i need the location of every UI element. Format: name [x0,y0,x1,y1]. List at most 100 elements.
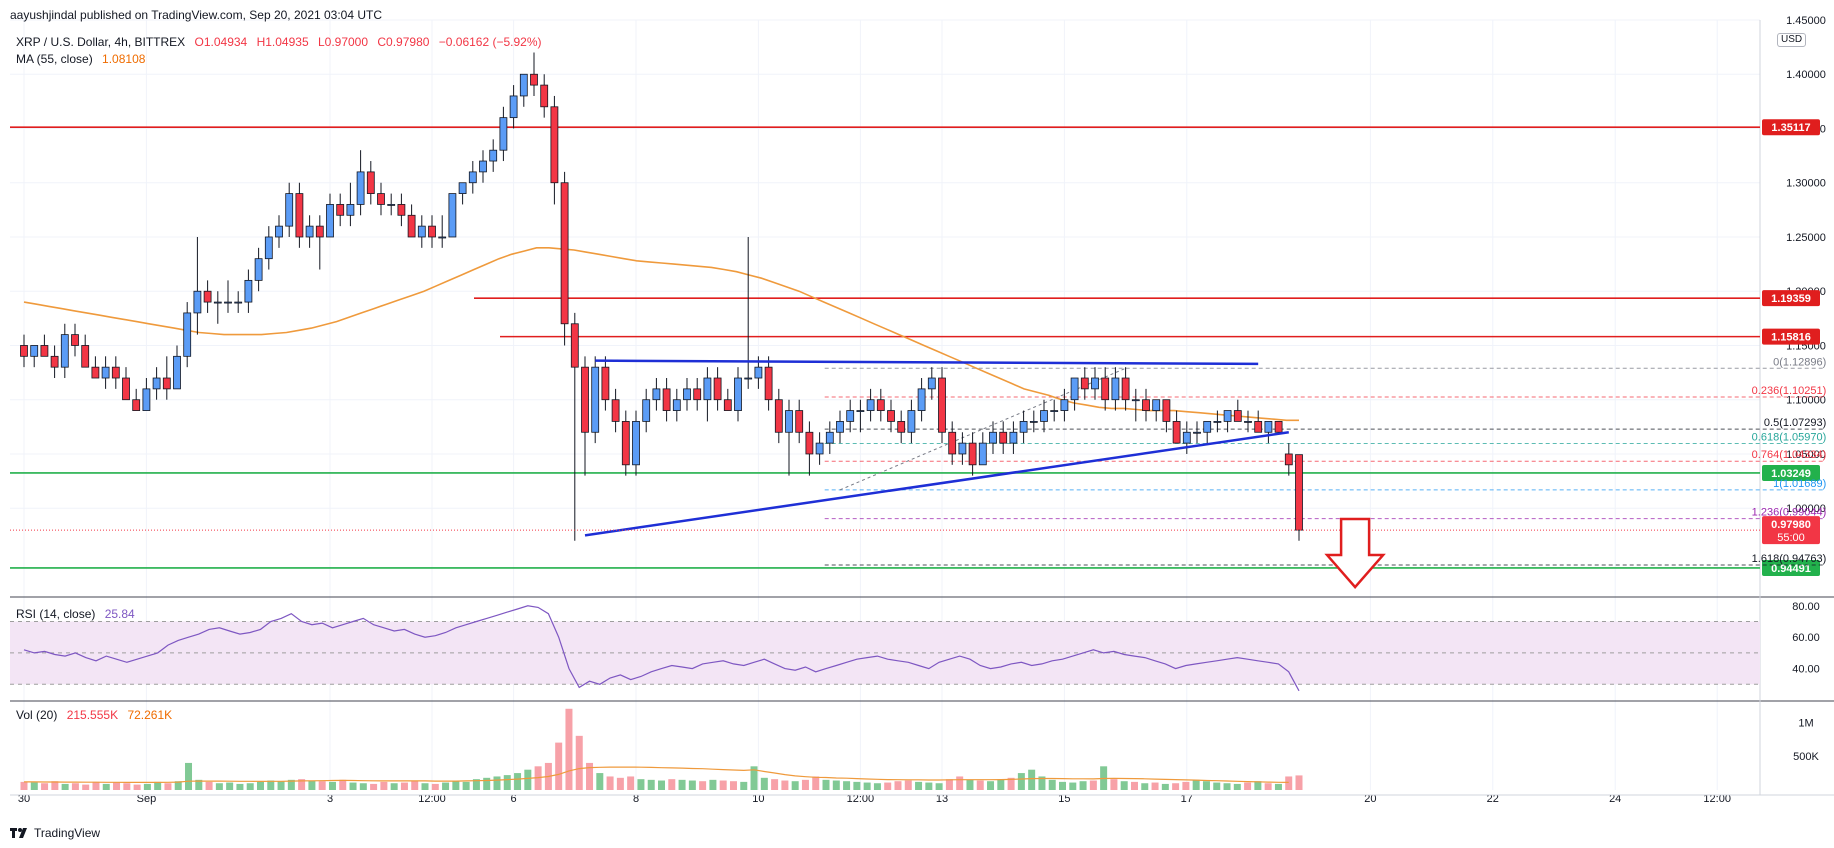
candle-body [1121,377,1130,401]
candle-body [203,290,212,303]
candle-body [1091,377,1099,390]
time-tick-label: 12:00 [1703,793,1731,805]
candle-body [968,442,977,466]
candle-body [570,323,579,368]
volume-bar [205,781,213,790]
volume-bar [287,779,295,790]
volume-bar [1017,773,1025,790]
rsi-legend: RSI (14, close) 25.84 [16,607,141,621]
candle-body [81,345,90,368]
price-tick-label: 1.00000 [1786,503,1826,515]
volume-bar [462,781,470,790]
volume-bar [812,776,820,790]
ma-legend: MA (55, close) 1.08108 [16,52,151,66]
candle-body [897,421,906,433]
candle-body [438,236,447,239]
volume-bar [20,781,28,790]
candle-body [785,410,793,433]
volume-bar [1172,783,1180,790]
candle-body [1264,421,1273,433]
volume-bar [1244,782,1252,790]
candle-body [213,301,222,304]
candle-body [948,431,957,455]
candle-body [744,377,753,380]
candle-body [264,236,273,260]
ma-line [23,247,1299,422]
volume-bar [627,776,635,790]
volume-bar [442,782,450,790]
volume-bar [688,780,696,790]
volume-bar [1254,781,1262,790]
volume-bar [493,776,501,790]
volume-bar [71,783,79,790]
candle-body [50,355,59,368]
footer-brand[interactable]: TradingView [10,826,100,840]
volume-bar [729,781,737,790]
candle-body [805,431,814,455]
volume-bar [1048,779,1056,790]
candle-body [244,279,253,303]
candle-body [224,301,232,304]
candle-body [499,117,508,151]
volume-bar [308,780,316,790]
footer-brand-text: TradingView [34,826,101,840]
candle-body [581,366,589,433]
candle-body [591,366,600,433]
candle-body [285,193,294,227]
volume-bar [709,779,717,790]
vol-value: 215.555K [66,708,119,722]
volume-bar [195,779,203,790]
candle-body [305,225,314,238]
volume-bar [575,735,583,790]
time-tick-label: 13 [936,793,948,805]
price-tick-label: 1.05000 [1786,449,1826,461]
candle-body [1203,421,1212,433]
rsi-tick-label: 60.00 [1792,632,1820,644]
volume-bar [102,783,110,790]
candle-body [795,410,804,433]
volume-bar [1079,781,1087,790]
currency-badge[interactable]: USD [1777,33,1807,47]
candle-body [530,73,538,86]
volume-bar [61,783,69,790]
volume-bar [1182,781,1190,790]
candle-body [509,95,518,119]
candle-body [111,366,120,379]
candle-body [60,334,69,368]
candle-body [652,388,661,401]
volume-bar [164,783,172,790]
tradingview-logo-icon [10,828,27,838]
time-tick-label: 24 [1609,793,1621,805]
volume-bar [1202,781,1210,790]
rsi-tick-label: 40.00 [1792,664,1820,676]
candle-body [887,410,895,422]
volume-bar [1069,782,1077,790]
candle-body [1233,410,1242,422]
volume-bar [884,782,892,790]
volume-bar [956,776,964,790]
volume-bar [760,777,768,790]
volume-bar [935,783,943,790]
volume-bar [668,779,676,790]
volume-bar [801,779,809,790]
candle-body [122,377,130,401]
ohlc-low: L0.97000 [317,35,369,49]
candle-body [132,399,141,411]
level-badge-1.15816 [1762,328,1820,345]
candle-body [989,431,997,444]
candle-body [927,377,936,390]
volume-bar [236,783,244,790]
volume-bar [699,781,707,790]
volume-bar [174,781,182,790]
volume-bar [483,777,491,790]
volume-bar [452,780,460,790]
down-arrow-annotation [1324,517,1386,589]
candle-body [611,399,620,422]
candle-body [907,410,916,433]
fib-label-1: 1(1.01689) [1773,478,1826,490]
volume-bar [30,782,38,790]
candle-body [1244,421,1252,423]
level-badge-text: 0.94491 [1771,563,1811,575]
candle-body [1131,399,1140,402]
